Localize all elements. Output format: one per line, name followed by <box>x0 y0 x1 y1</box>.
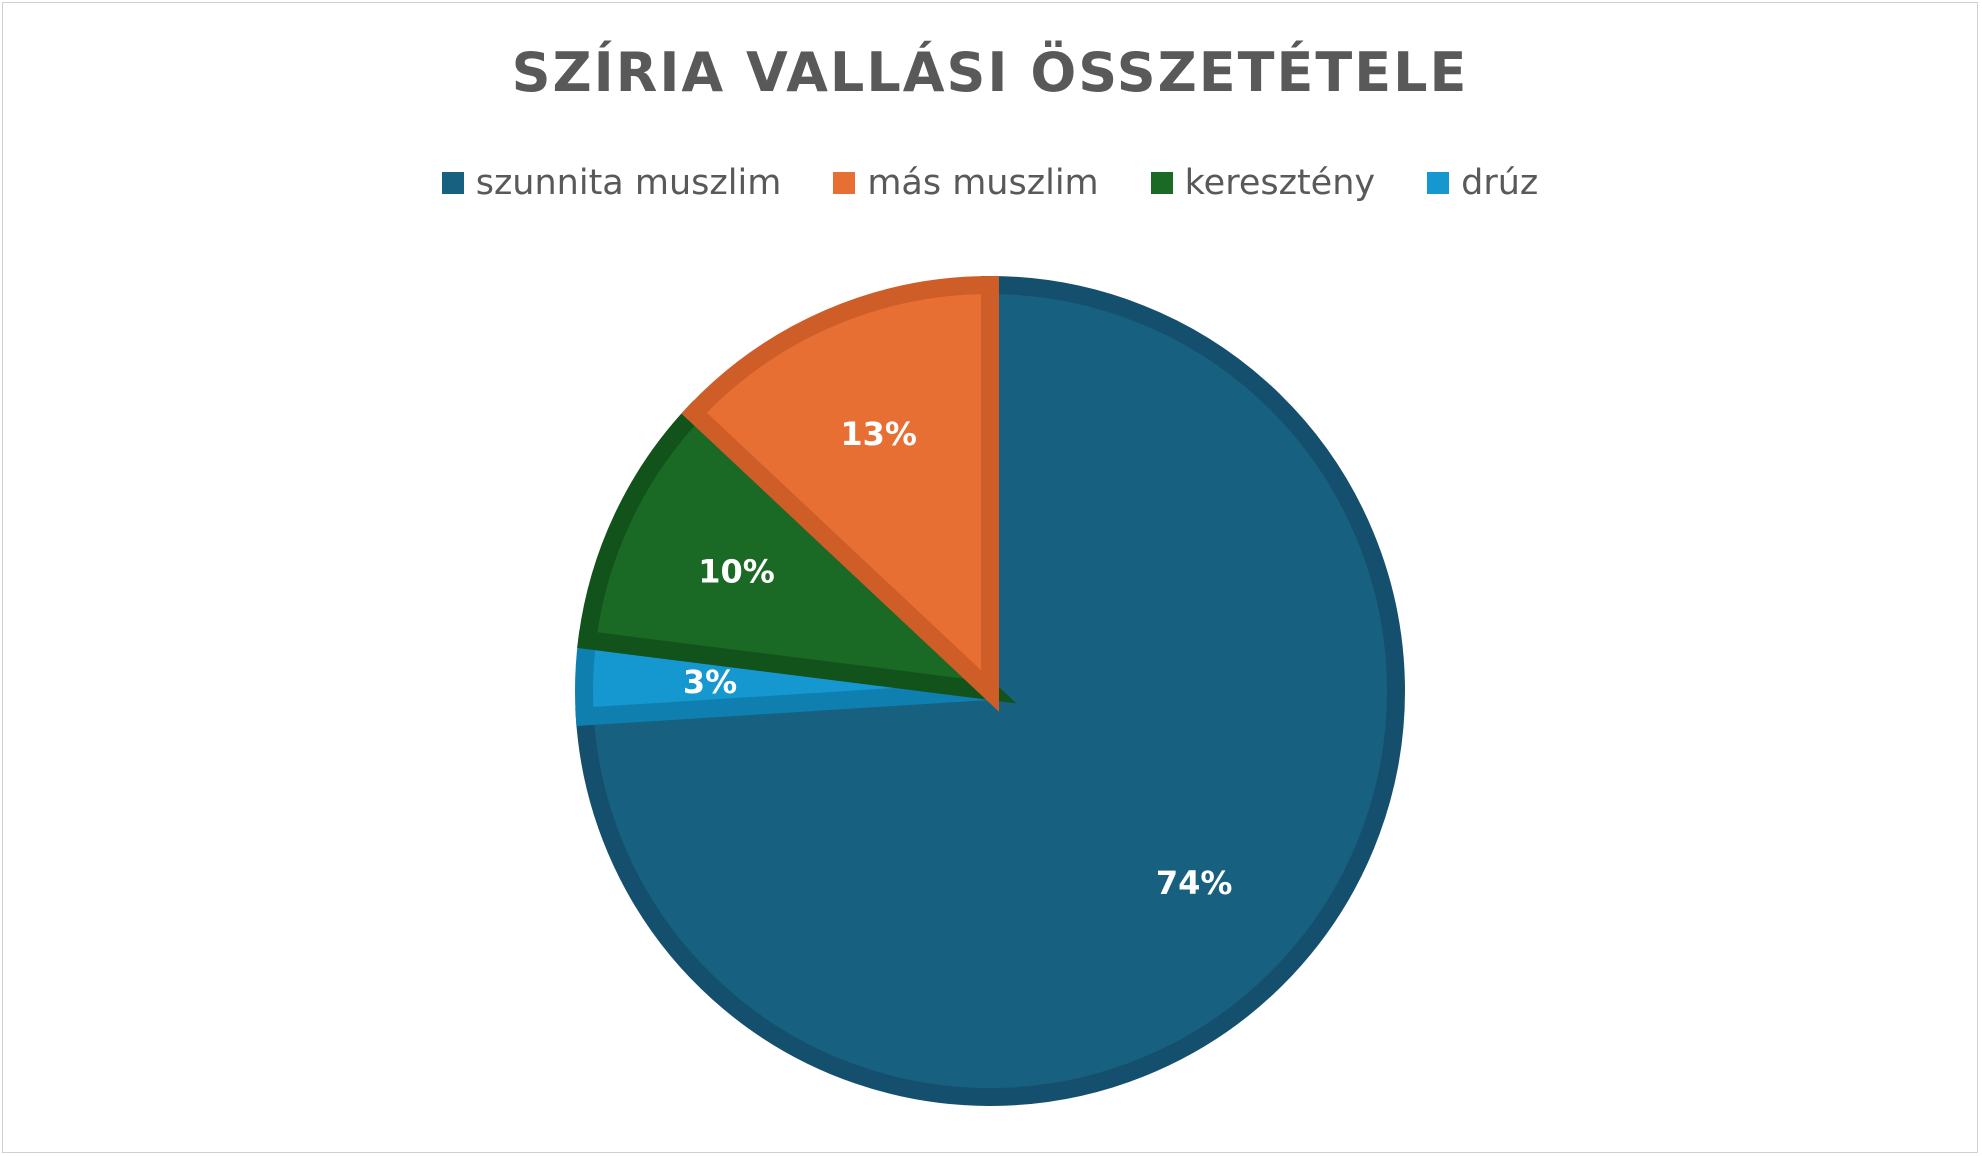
legend-label: keresztény <box>1184 163 1376 203</box>
legend-item-mas-muszlim: más muszlim <box>833 163 1099 203</box>
legend: szunnita muszlim más muszlim keresztény … <box>3 163 1977 203</box>
pie-data-labels: 74% 3% 10% 13% <box>683 415 1233 902</box>
legend-item-kereszteny: keresztény <box>1150 163 1376 203</box>
legend-swatch <box>441 172 464 194</box>
legend-swatch <box>833 172 856 194</box>
data-label-mas-muszlim: 13% <box>840 415 917 453</box>
legend-swatch <box>1150 172 1173 194</box>
legend-label: drúz <box>1461 163 1539 203</box>
data-label-szunnita-muszlim: 74% <box>1156 864 1233 902</box>
legend-label: szunnita muszlim <box>475 163 782 203</box>
legend-item-szunnita-muszlim: szunnita muszlim <box>441 163 782 203</box>
pie-slice-kereszteny <box>577 400 1017 704</box>
pie-slices <box>575 275 1405 1106</box>
pie-chart: 74% 3% 10% 13% <box>575 275 1405 1106</box>
legend-swatch <box>1427 172 1450 194</box>
data-label-kereszteny: 10% <box>698 553 775 591</box>
chart-title: SZÍRIA VALLÁSI ÖSSZETÉTELE <box>511 41 1469 104</box>
data-label-druz: 3% <box>683 663 737 701</box>
legend-label: más muszlim <box>867 163 1099 203</box>
legend-item-druz: drúz <box>1427 163 1538 203</box>
pie-slice-mas-muszlim <box>681 275 999 712</box>
